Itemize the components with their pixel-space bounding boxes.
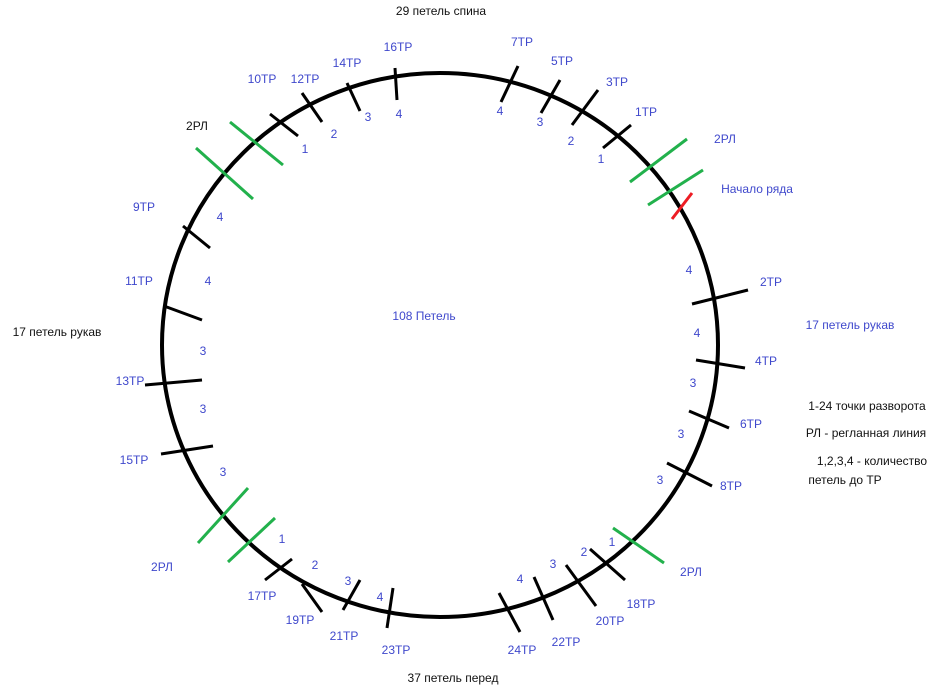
label: 2ТР (760, 275, 782, 289)
count-label: 4 (396, 107, 403, 121)
count-label: 3 (550, 557, 557, 571)
label: 17ТР (248, 589, 277, 603)
label: 9ТР (133, 200, 155, 214)
label: 11ТР (125, 274, 153, 288)
label: 16ТР (384, 40, 413, 54)
count-label: 1 (609, 535, 616, 549)
label: 8ТР (720, 479, 742, 493)
count-label: 4 (686, 263, 693, 277)
count-label: 4 (497, 104, 504, 118)
ring (160, 71, 720, 619)
label: 108 Петель (392, 309, 455, 323)
label: 1,2,3,4 - количество (817, 454, 928, 468)
count-label: 3 (345, 574, 352, 588)
label: 4ТР (755, 354, 777, 368)
label: 2РЛ (680, 565, 702, 579)
count-label: 4 (517, 572, 524, 586)
count-label: 1 (279, 532, 286, 546)
count-label: 3 (690, 376, 697, 390)
label: 20ТР (596, 614, 625, 628)
count-label: 3 (537, 115, 544, 129)
label: 17 петель рукав (13, 325, 102, 339)
label: петель до ТР (808, 473, 881, 487)
label: 2РЛ (186, 119, 208, 133)
count-label: 1 (598, 152, 605, 166)
label: 5ТР (551, 54, 573, 68)
count-label: 2 (312, 558, 319, 572)
label: 13ТР (116, 374, 145, 388)
count-label: 3 (678, 427, 685, 441)
count-label: 2 (568, 134, 575, 148)
label: РЛ - регланная линия (806, 426, 926, 440)
label: 21ТР (330, 629, 359, 643)
label: 1ТР (635, 105, 657, 119)
label: 37 петель перед (408, 671, 499, 685)
count-label: 2 (331, 127, 338, 141)
count-label: 4 (377, 590, 384, 604)
label: 12ТР (291, 72, 320, 86)
count-label: 3 (200, 344, 207, 358)
count-label: 3 (200, 402, 207, 416)
count-label: 3 (657, 473, 664, 487)
count-label: 4 (694, 326, 701, 340)
label: 18ТР (627, 597, 656, 611)
label: 19ТР (286, 613, 315, 627)
label: Начало ряда (721, 182, 793, 196)
label: 22ТР (552, 635, 581, 649)
label: 1-24 точки разворота (808, 399, 926, 413)
label: 2РЛ (714, 132, 736, 146)
count-label: 1 (302, 142, 309, 156)
label: 17 петель рукав (806, 318, 895, 332)
label: 2РЛ (151, 560, 173, 574)
count-label: 4 (217, 210, 224, 224)
label: 23ТР (382, 643, 411, 657)
ticks (144, 65, 749, 633)
count-label: 2 (581, 545, 588, 559)
label: 24ТР (508, 643, 537, 657)
label: 29 петель спина (396, 4, 487, 18)
label: 3ТР (606, 75, 628, 89)
label: 6ТР (740, 417, 762, 431)
count-label: 3 (365, 110, 372, 124)
label: 10ТР (248, 72, 277, 86)
count-label: 4 (205, 274, 212, 288)
label: 14ТР (333, 56, 362, 70)
label: 7ТР (511, 35, 533, 49)
count-label: 3 (220, 465, 227, 479)
label: 15ТР (120, 453, 149, 467)
